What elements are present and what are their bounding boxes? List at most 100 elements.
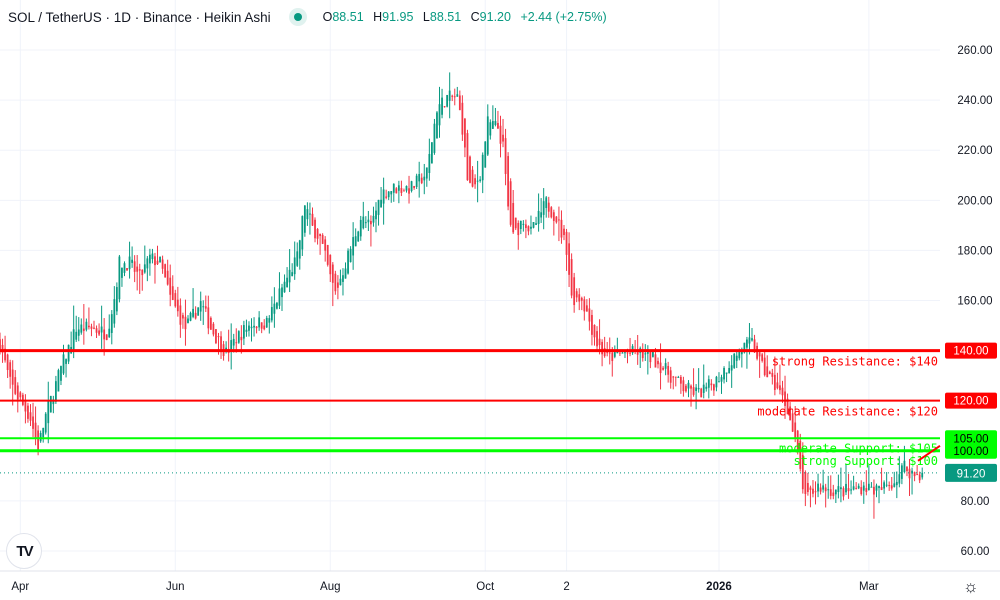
candle-body (504, 138, 507, 174)
candle-body (336, 282, 339, 288)
candle-body (591, 314, 593, 335)
candle-body (367, 219, 370, 223)
candle-body (588, 308, 591, 322)
candle-body (380, 199, 382, 208)
candle-body (42, 427, 45, 438)
candle-body (263, 325, 266, 330)
candle-body (497, 122, 499, 129)
candle-body (456, 94, 459, 97)
candle-body (867, 483, 870, 490)
candle-body (918, 474, 921, 481)
candle-body (728, 367, 731, 374)
time-axis[interactable]: Apr Jun Aug Oct 2 2026 Mar (0, 570, 1000, 593)
candle-body (502, 134, 504, 142)
candle-body (159, 256, 161, 263)
time-tick-label: 2026 (706, 581, 732, 593)
candle-body (545, 197, 548, 209)
candle-body (225, 347, 228, 351)
candle-body (392, 183, 395, 193)
candle-body (519, 220, 522, 230)
candle-body (453, 96, 456, 98)
candle-body (512, 203, 515, 233)
candle-body (702, 384, 705, 393)
candle-body (372, 215, 375, 223)
candle-body (532, 222, 535, 228)
candle-body (865, 488, 868, 492)
candle-body (697, 387, 700, 390)
candle-body (184, 316, 187, 330)
candle-body (321, 234, 324, 244)
symbol-title[interactable]: SOL / TetherUS · 1D · Binance · Heikin A… (8, 9, 271, 25)
candle-body (875, 485, 878, 491)
candle-body (281, 287, 283, 298)
candle-body (387, 191, 390, 198)
candle-body (489, 122, 492, 136)
price-tick-label: 220.00 (957, 145, 992, 157)
candle-body (850, 489, 852, 491)
candle-body (34, 422, 37, 439)
candle-body (126, 268, 128, 271)
candle-body (75, 331, 78, 340)
candle-body (39, 432, 42, 442)
candle-body (148, 254, 151, 264)
candle-body (143, 264, 146, 273)
candle-body (235, 342, 238, 344)
candle-body (441, 97, 443, 115)
candle-body (415, 175, 418, 187)
candle-body (298, 240, 301, 259)
candle-body (641, 350, 644, 359)
candle-body (900, 465, 903, 479)
candle-body (375, 210, 377, 220)
candle-body (870, 486, 873, 488)
candle-body (423, 176, 426, 181)
candle-body (395, 188, 398, 194)
candle-body (672, 376, 675, 378)
candle-body (390, 191, 393, 195)
candle-body (85, 321, 88, 330)
candle-body (6, 354, 9, 371)
candle-body (204, 306, 207, 309)
candle-body (481, 154, 484, 181)
candle-body (250, 326, 253, 329)
candle-body (674, 376, 677, 378)
candle-body (118, 256, 121, 300)
gear-icon[interactable]: ☼ (963, 577, 979, 596)
level-price-tag-text: 140.00 (953, 346, 988, 358)
candle-body (537, 210, 540, 225)
candle-body (113, 299, 116, 324)
candle-body (484, 141, 487, 168)
candle-body (446, 94, 449, 107)
candle-body (194, 312, 197, 319)
candle-body (857, 485, 860, 489)
candle-body (801, 454, 804, 490)
candle-body (636, 350, 639, 355)
candle-body (291, 272, 294, 277)
candle-body (19, 392, 22, 398)
candle-body (253, 325, 255, 328)
tradingview-logo-icon[interactable]: TV (6, 533, 42, 569)
candle-body (568, 243, 570, 275)
candle-body (893, 483, 896, 487)
candle-body (80, 324, 83, 333)
candle-body (52, 399, 55, 405)
candle-body (629, 352, 631, 354)
candle-body (890, 485, 893, 489)
candle-body (845, 483, 847, 493)
candle-body (712, 384, 715, 391)
candle-body (852, 486, 855, 490)
candle-body (342, 275, 344, 282)
candle-body (199, 301, 202, 312)
candle-body (319, 233, 322, 237)
candle-body (479, 179, 482, 181)
candle-body (682, 380, 685, 392)
candle-body (207, 307, 210, 329)
candle-body (906, 466, 908, 472)
candle-body (408, 188, 410, 194)
candle-body (54, 381, 57, 402)
last-price-tag (945, 463, 997, 482)
candle-body (326, 245, 329, 265)
candle-body (324, 239, 327, 251)
candle-body (522, 223, 525, 225)
